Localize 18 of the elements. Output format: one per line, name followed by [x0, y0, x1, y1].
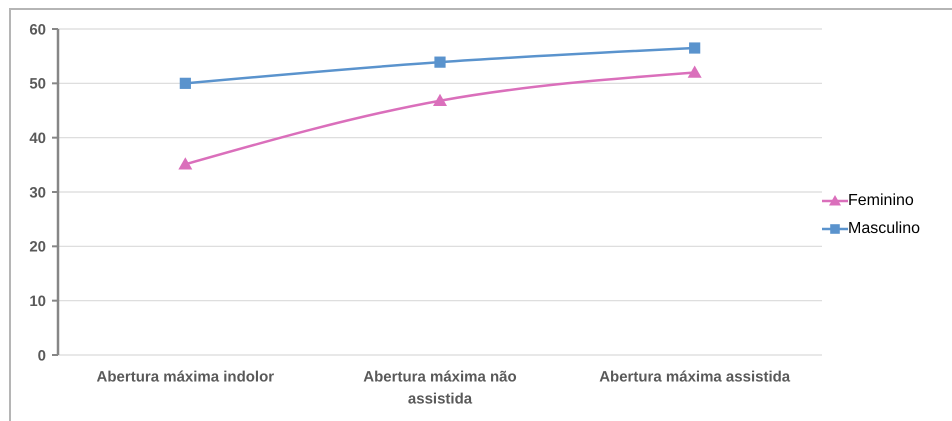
y-tick-label: 50: [29, 76, 46, 93]
legend-label: Feminino: [848, 192, 914, 210]
legend-label: Masculino: [848, 220, 920, 238]
point: [689, 42, 700, 54]
y-tick-label: 20: [29, 238, 46, 256]
x-tick-label: Abertura máxima indolor: [96, 368, 274, 386]
y-tick-label: 10: [29, 292, 46, 310]
x-tick-label: Abertura máxima não assistida: [363, 368, 517, 408]
point: [688, 65, 702, 78]
y-tick-label: 30: [29, 184, 46, 202]
point: [433, 94, 447, 106]
y-tick-label: 60: [29, 21, 46, 38]
point: [180, 78, 191, 89]
y-tick-label: 40: [29, 130, 46, 147]
x-tick-label: Abertura máxima assistida: [599, 368, 791, 386]
y-tick-label: 0: [38, 347, 46, 364]
point: [178, 157, 192, 170]
point: [434, 56, 446, 68]
